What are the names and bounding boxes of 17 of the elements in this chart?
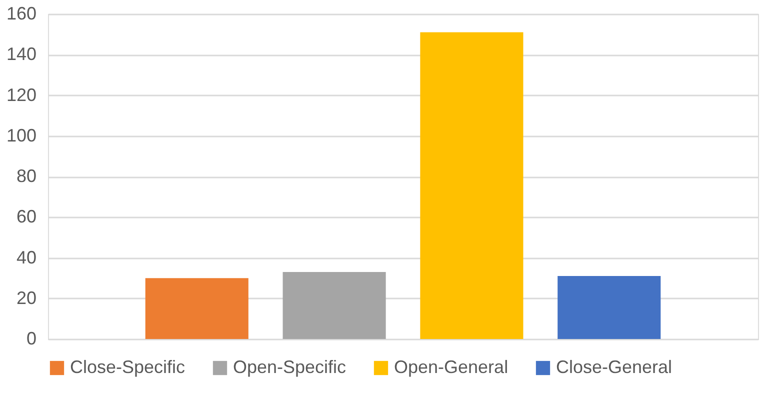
y-tick-label: 140 [6,44,36,64]
y-tick-label: 160 [6,4,36,24]
legend-label: Open-General [394,357,508,377]
legend-label: Open-Specific [233,357,346,377]
legend-label: Close-General [556,357,672,377]
bar [145,278,248,339]
bar [420,32,524,339]
y-tick-label: 60 [16,206,36,227]
y-tick-label: 40 [16,247,36,268]
y-tick-label: 80 [16,166,36,186]
legend-label: Close-Specific [70,357,186,377]
y-tick-label: 120 [6,84,36,105]
y-tick-label: 0 [26,328,36,348]
y-tick-label: 20 [16,288,36,308]
y-tick-label: 100 [6,125,36,146]
bar [558,276,661,339]
bar [282,272,386,339]
